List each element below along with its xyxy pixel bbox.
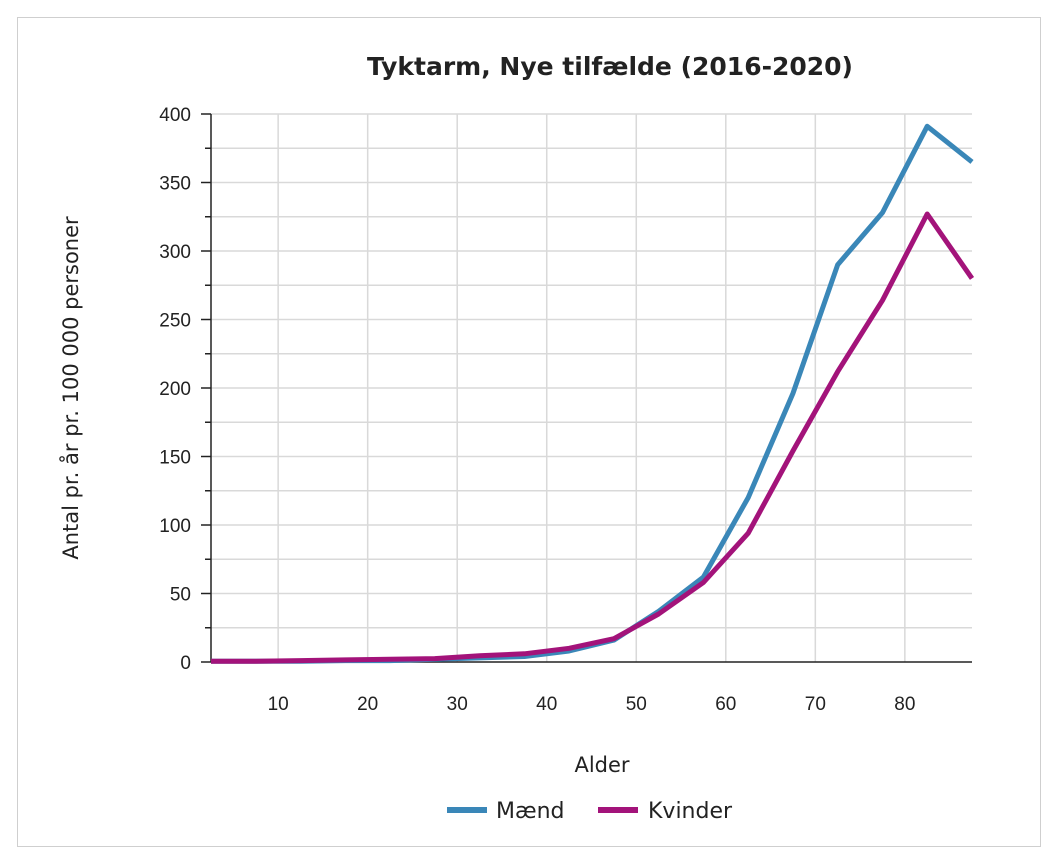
y-tick-label: 400 bbox=[159, 105, 191, 126]
x-tick-label: 40 bbox=[536, 694, 557, 715]
y-tick-label: 150 bbox=[159, 448, 191, 469]
grid bbox=[211, 113, 972, 662]
tick-labels: 0 50 100 150 200 250 300 350 400 10 20 30 40 50 60 70 80 bbox=[159, 105, 915, 715]
y-tick-label: 250 bbox=[159, 311, 191, 332]
x-axis-label: Alder bbox=[574, 753, 629, 777]
legend-swatch-maend bbox=[447, 807, 487, 813]
chart-title: Tyktarm, Nye tilfælde (2016-2020) bbox=[367, 52, 853, 81]
y-tick-label: 350 bbox=[159, 174, 191, 195]
x-tick-label: 10 bbox=[268, 694, 289, 715]
y-axis-label: Antal pr. år pr. 100 000 personer bbox=[58, 216, 83, 560]
legend-swatch-kvinder bbox=[598, 807, 638, 813]
x-tick-label: 30 bbox=[447, 694, 468, 715]
y-tick-label: 50 bbox=[170, 585, 191, 606]
y-tick-label: 0 bbox=[180, 653, 191, 674]
chart-frame bbox=[17, 17, 1041, 847]
legend-item-kvinder: Kvinder bbox=[598, 799, 733, 824]
y-tick-label: 100 bbox=[159, 516, 191, 537]
x-tick-label: 50 bbox=[626, 694, 647, 715]
x-tick-label: 20 bbox=[357, 694, 378, 715]
legend-label-kvinder: Kvinder bbox=[648, 799, 733, 824]
legend-item-maend: Mænd bbox=[447, 799, 565, 824]
x-tick-label: 70 bbox=[805, 694, 826, 715]
series-lines bbox=[211, 123, 975, 664]
x-tick-label: 80 bbox=[894, 694, 915, 715]
series-line-maend bbox=[211, 123, 974, 664]
series-line-kvinder bbox=[211, 211, 975, 664]
y-tick-label: 200 bbox=[159, 379, 191, 400]
legend: Mænd Kvinder bbox=[447, 799, 733, 824]
legend-label-maend: Mænd bbox=[496, 799, 565, 824]
y-tick-label: 300 bbox=[159, 242, 191, 263]
x-tick-label: 60 bbox=[715, 694, 736, 715]
